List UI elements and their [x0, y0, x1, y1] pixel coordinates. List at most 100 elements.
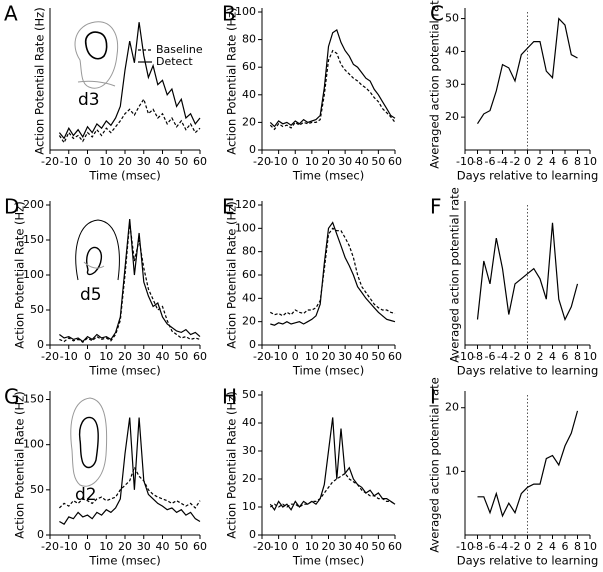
panel-label: G	[4, 385, 20, 409]
y-tick-label: 20	[242, 315, 256, 328]
x-tick-label: -10	[270, 540, 288, 553]
x-tick-label: 0	[292, 155, 299, 168]
x-tick-label: 60	[388, 155, 402, 168]
y-tick-label: 50	[30, 483, 44, 496]
x-tick-label: 60	[193, 540, 207, 553]
y-tick-label: 30	[445, 77, 459, 90]
panel-label: I	[430, 385, 436, 409]
y-tick-label: 200	[23, 198, 44, 211]
x-tick-label: 10	[583, 540, 597, 553]
x-tick-label: 2	[537, 155, 544, 168]
x-tick-label: 60	[193, 350, 207, 363]
series-line	[58, 97, 201, 144]
series-line	[269, 472, 396, 508]
series-line	[476, 222, 579, 322]
y-tick-label: 40	[242, 291, 256, 304]
x-tick-label: 0	[84, 155, 91, 168]
x-tick-label: -8	[472, 540, 483, 553]
x-tick-label: 50	[371, 155, 385, 168]
x-tick-label: 10	[583, 155, 597, 168]
x-tick-label: -2	[510, 540, 521, 553]
inset-d	[75, 219, 120, 281]
y-tick-label: 50	[242, 388, 256, 401]
y-tick-label: 20	[445, 110, 459, 123]
x-tick-label: 20	[118, 540, 132, 553]
x-axis-label: Time (msec)	[88, 169, 160, 183]
y-tick-label: 20	[445, 401, 459, 414]
series-line	[477, 410, 579, 518]
legend-label: Detect	[156, 55, 193, 68]
y-tick-label: 0	[249, 528, 256, 541]
x-tick-label: -6	[485, 155, 496, 168]
x-tick-label: 60	[388, 350, 402, 363]
x-tick-label: -20	[41, 155, 59, 168]
x-tick-label: 40	[156, 540, 170, 553]
x-tick-label: 20	[322, 155, 336, 168]
x-tick-label: 4	[549, 540, 556, 553]
x-tick-label: 6	[562, 155, 569, 168]
x-axis-label: Time (msec)	[292, 554, 364, 568]
x-tick-label: -4	[497, 350, 508, 363]
x-tick-label: -2	[510, 350, 521, 363]
panel-label: B	[222, 2, 236, 26]
x-tick-label: -8	[472, 350, 483, 363]
x-tick-label: -20	[253, 350, 271, 363]
x-tick-label: 30	[137, 350, 151, 363]
series-line	[58, 465, 201, 509]
y-axis-label: Action Potential Rate (Hz)	[33, 7, 47, 154]
inset-label: d3	[78, 90, 100, 110]
x-tick-label: -20	[253, 540, 271, 553]
panel-label: H	[222, 385, 237, 409]
x-axis-label: Time (msec)	[88, 554, 160, 568]
x-tick-label: -10	[456, 155, 474, 168]
x-tick-label: 30	[338, 155, 352, 168]
x-tick-label: 8	[574, 155, 581, 168]
x-tick-label: 30	[338, 540, 352, 553]
x-tick-label: 40	[355, 540, 369, 553]
x-tick-label: 40	[156, 350, 170, 363]
x-tick-label: 50	[371, 540, 385, 553]
x-tick-label: 0	[292, 540, 299, 553]
y-tick-label: 50	[445, 12, 459, 25]
x-tick-label: -4	[497, 155, 508, 168]
y-tick-label: 0	[37, 528, 44, 541]
x-tick-label: 60	[193, 155, 207, 168]
x-tick-label: 10	[99, 540, 113, 553]
x-axis-label: Days relative to learning	[457, 364, 599, 378]
x-tick-label: 8	[574, 350, 581, 363]
x-tick-label: 8	[574, 540, 581, 553]
legend-label: Baseline	[156, 43, 203, 56]
x-tick-label: 10	[305, 155, 319, 168]
x-tick-label: 0	[84, 350, 91, 363]
series-line	[59, 222, 201, 343]
y-tick-label: 20	[242, 115, 256, 128]
x-tick-label: 6	[562, 350, 569, 363]
y-axis-label: Action Potential Rate (Hz)	[13, 391, 27, 538]
x-tick-label: -6	[485, 350, 496, 363]
x-tick-label: -10	[270, 155, 288, 168]
y-tick-label: 60	[242, 60, 256, 73]
y-tick-label: 0	[249, 143, 256, 156]
y-tick-label: 100	[23, 268, 44, 281]
inset-label: d2	[75, 485, 97, 505]
x-tick-label: 50	[174, 155, 188, 168]
x-tick-label: 6	[562, 540, 569, 553]
x-tick-label: 10	[99, 350, 113, 363]
y-tick-label: 50	[30, 303, 44, 316]
x-tick-label: 2	[537, 540, 544, 553]
x-axis-label: Time (msec)	[88, 364, 160, 378]
x-tick-label: -10	[60, 540, 78, 553]
y-tick-label: 80	[242, 33, 256, 46]
x-tick-label: 40	[355, 155, 369, 168]
y-tick-label: 150	[23, 233, 44, 246]
x-tick-label: 20	[322, 350, 336, 363]
y-axis-label: Action Potential Rate (Hz)	[225, 201, 239, 348]
x-tick-label: 2	[537, 350, 544, 363]
x-tick-label: 10	[583, 350, 597, 363]
x-tick-label: -8	[472, 155, 483, 168]
x-tick-label: 10	[305, 540, 319, 553]
series-line	[269, 28, 396, 128]
y-tick-label: 100	[235, 5, 256, 18]
x-tick-label: 40	[156, 155, 170, 168]
